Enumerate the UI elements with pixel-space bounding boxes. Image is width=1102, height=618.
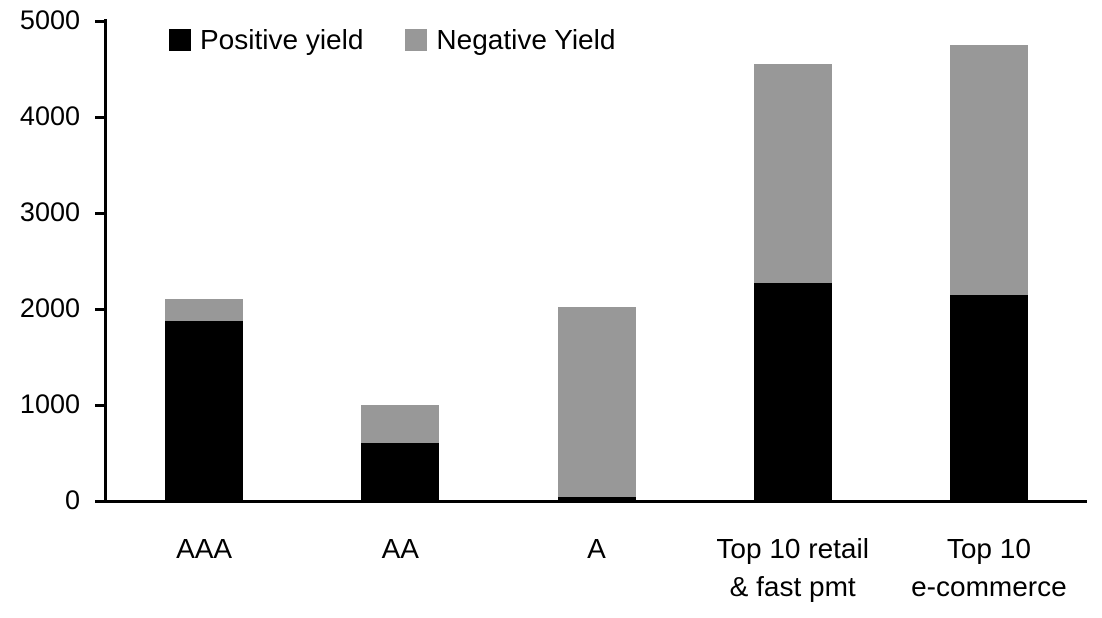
y-tick-label: 2000 [19,293,80,323]
y-tick-label: 5000 [19,5,80,35]
bar-segment-positive [557,497,636,501]
bar-segment-negative [949,45,1028,295]
bar-segment-negative [361,405,440,444]
y-tick-label: 1000 [19,389,80,419]
y-tick-label: 0 [64,485,80,515]
y-axis-labels: 0 1000 2000 3000 4000 5000 [0,0,80,618]
bar-segment-positive [949,294,1028,501]
bar-segment-positive [361,443,440,501]
legend-label: Positive yield [200,24,364,55]
legend-label: Negative Yield [436,24,616,55]
bar-segment-positive [165,321,244,501]
y-tick-label: 3000 [19,197,80,227]
y-tick-mark [95,308,106,311]
chart-legend: Positive yield Negative Yield [169,23,615,56]
x-tick-label: A [587,533,606,564]
x-tick-label: AAA [176,533,233,564]
legend-item-positive-yield: Positive yield [169,23,363,56]
bar-segment-negative [753,64,832,284]
y-tick-label: 4000 [19,101,80,131]
legend-swatch-icon [405,28,428,51]
bar-segment-negative [557,307,636,498]
legend-item-negative-yield: Negative Yield [405,23,615,56]
x-tick-label: AA [381,533,419,564]
x-tick-label: Top 10 retail & fast pmt [716,533,869,602]
y-axis-line [104,19,107,503]
y-tick-mark [95,20,106,23]
x-axis-line [95,500,1087,503]
y-tick-mark [95,116,106,119]
legend-swatch-icon [169,28,191,51]
y-tick-mark [95,404,106,407]
bar-segment-positive [753,283,832,501]
x-tick-label: Top 10 e-commerce [911,533,1067,602]
y-tick-mark [95,212,106,215]
bar-segment-negative [165,299,244,322]
